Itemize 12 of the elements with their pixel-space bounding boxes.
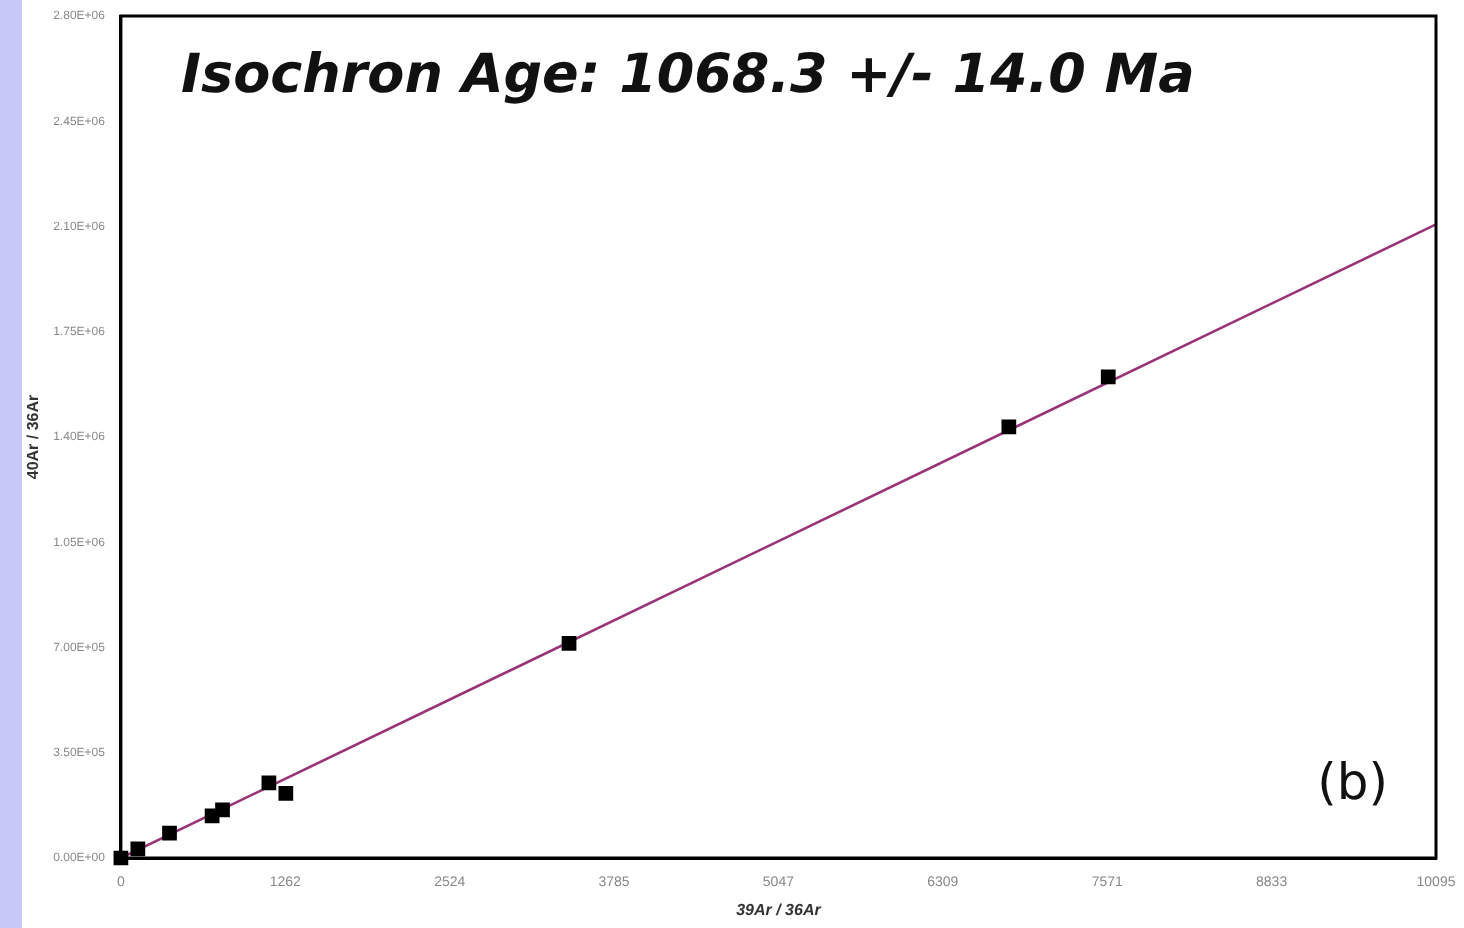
y-axis-title: 40Ar / 36Ar <box>24 394 43 480</box>
point <box>1100 369 1116 385</box>
x-axis-title: 39Ar / 36Ar <box>736 900 823 919</box>
point <box>130 841 146 857</box>
annotation: (b) <box>1317 753 1388 811</box>
point <box>261 775 277 791</box>
point <box>278 785 294 801</box>
text: Isochron Age: 1068.3 +/- 14.0 Ma <box>180 44 1195 107</box>
point <box>215 802 230 818</box>
point <box>162 825 177 841</box>
point <box>1001 419 1017 435</box>
point <box>561 635 577 651</box>
